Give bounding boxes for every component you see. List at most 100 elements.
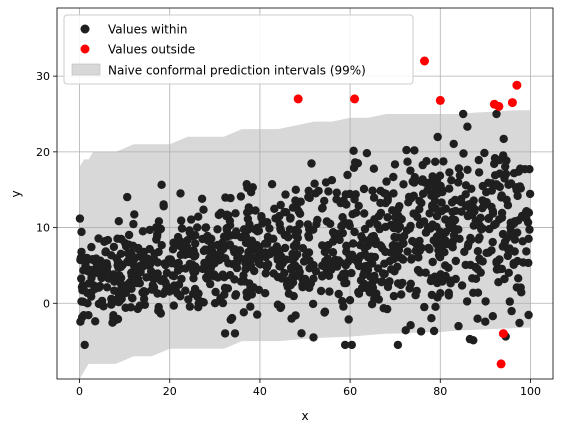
data-point-within bbox=[389, 223, 398, 232]
data-point-within bbox=[183, 248, 192, 257]
data-point-within bbox=[113, 314, 123, 324]
data-point-within bbox=[254, 258, 263, 268]
data-point-within bbox=[225, 270, 235, 280]
data-point-within bbox=[332, 195, 341, 204]
data-point-within bbox=[313, 215, 322, 225]
data-point-within bbox=[220, 329, 230, 338]
data-point-within bbox=[159, 289, 168, 298]
data-point-within bbox=[154, 217, 164, 226]
legend-patch-prediction-interval bbox=[71, 63, 101, 76]
points-within-group bbox=[75, 109, 535, 350]
y-tick-label: 20 bbox=[36, 146, 50, 159]
data-point-within bbox=[481, 297, 490, 306]
data-point-within bbox=[176, 292, 185, 301]
data-point-within bbox=[359, 184, 369, 194]
data-point-within bbox=[335, 235, 344, 245]
data-point-within bbox=[445, 184, 454, 193]
data-point-within bbox=[320, 307, 330, 316]
data-point-within bbox=[123, 192, 132, 202]
data-point-within bbox=[325, 257, 334, 266]
data-point-within bbox=[463, 242, 473, 251]
data-point-within bbox=[397, 290, 406, 299]
data-point-within bbox=[473, 264, 482, 274]
data-point-within bbox=[193, 223, 202, 232]
data-point-within bbox=[389, 240, 398, 250]
data-point-outside bbox=[435, 95, 445, 105]
data-point-within bbox=[83, 299, 92, 308]
data-point-within bbox=[269, 234, 278, 243]
data-point-within bbox=[77, 274, 86, 283]
data-point-within bbox=[417, 177, 426, 186]
data-point-within bbox=[219, 244, 228, 254]
data-point-within bbox=[247, 243, 256, 253]
data-point-within bbox=[318, 241, 327, 250]
data-point-within bbox=[394, 245, 404, 255]
data-point-within bbox=[292, 239, 301, 248]
data-point-within bbox=[156, 224, 165, 234]
data-point-outside bbox=[420, 56, 429, 66]
data-point-within bbox=[490, 171, 500, 180]
data-point-within bbox=[295, 219, 304, 229]
data-point-within bbox=[462, 297, 472, 306]
data-point-within bbox=[514, 167, 523, 176]
data-point-within bbox=[394, 233, 403, 242]
data-point-within bbox=[502, 156, 511, 165]
data-point-within bbox=[364, 281, 373, 290]
data-point-within bbox=[201, 245, 210, 254]
data-point-within bbox=[246, 255, 256, 265]
data-point-within bbox=[307, 159, 316, 168]
data-point-within bbox=[91, 317, 100, 326]
data-point-within bbox=[340, 340, 350, 350]
data-point-within bbox=[517, 288, 526, 297]
data-point-within bbox=[502, 195, 511, 204]
data-point-within bbox=[360, 244, 369, 253]
data-point-within bbox=[246, 302, 255, 311]
data-point-within bbox=[100, 237, 109, 246]
data-point-within bbox=[250, 225, 260, 234]
data-point-within bbox=[194, 212, 203, 221]
data-point-within bbox=[505, 297, 514, 306]
data-point-within bbox=[153, 258, 162, 267]
data-point-within bbox=[289, 291, 298, 301]
data-point-within bbox=[75, 214, 85, 223]
data-point-within bbox=[83, 288, 92, 298]
data-point-within bbox=[347, 268, 356, 278]
data-point-within bbox=[156, 276, 166, 285]
data-point-within bbox=[297, 329, 306, 338]
data-point-outside bbox=[507, 98, 517, 108]
data-point-within bbox=[467, 235, 476, 244]
data-point-within bbox=[385, 256, 394, 266]
data-point-within bbox=[296, 197, 305, 206]
data-point-within bbox=[382, 177, 391, 186]
data-point-within bbox=[410, 178, 419, 187]
data-point-within bbox=[191, 239, 200, 248]
data-point-within bbox=[397, 215, 406, 224]
x-tick-label: 100 bbox=[520, 385, 541, 398]
data-point-within bbox=[420, 302, 429, 312]
data-point-within bbox=[383, 196, 392, 205]
data-point-within bbox=[418, 189, 428, 198]
data-point-within bbox=[226, 193, 235, 203]
data-point-within bbox=[417, 243, 426, 253]
data-point-within bbox=[211, 287, 220, 297]
data-point-within bbox=[412, 286, 421, 296]
data-point-within bbox=[294, 207, 303, 216]
data-point-within bbox=[185, 302, 195, 311]
data-point-within bbox=[484, 248, 493, 257]
data-point-within bbox=[239, 271, 248, 280]
data-point-within bbox=[169, 272, 179, 281]
data-point-within bbox=[114, 217, 124, 226]
data-point-within bbox=[465, 334, 475, 344]
data-point-within bbox=[383, 282, 393, 292]
data-point-within bbox=[469, 288, 478, 297]
data-point-within bbox=[84, 279, 94, 288]
plot-area-frame bbox=[56, 7, 554, 380]
data-point-within bbox=[110, 286, 119, 295]
data-point-within bbox=[515, 318, 524, 328]
data-point-within bbox=[518, 237, 527, 246]
data-point-within bbox=[488, 237, 497, 247]
data-point-within bbox=[291, 185, 300, 194]
data-point-outside bbox=[494, 101, 504, 111]
y-axis-ticks: 0 10 20 30 bbox=[36, 70, 57, 310]
data-point-within bbox=[481, 317, 490, 326]
